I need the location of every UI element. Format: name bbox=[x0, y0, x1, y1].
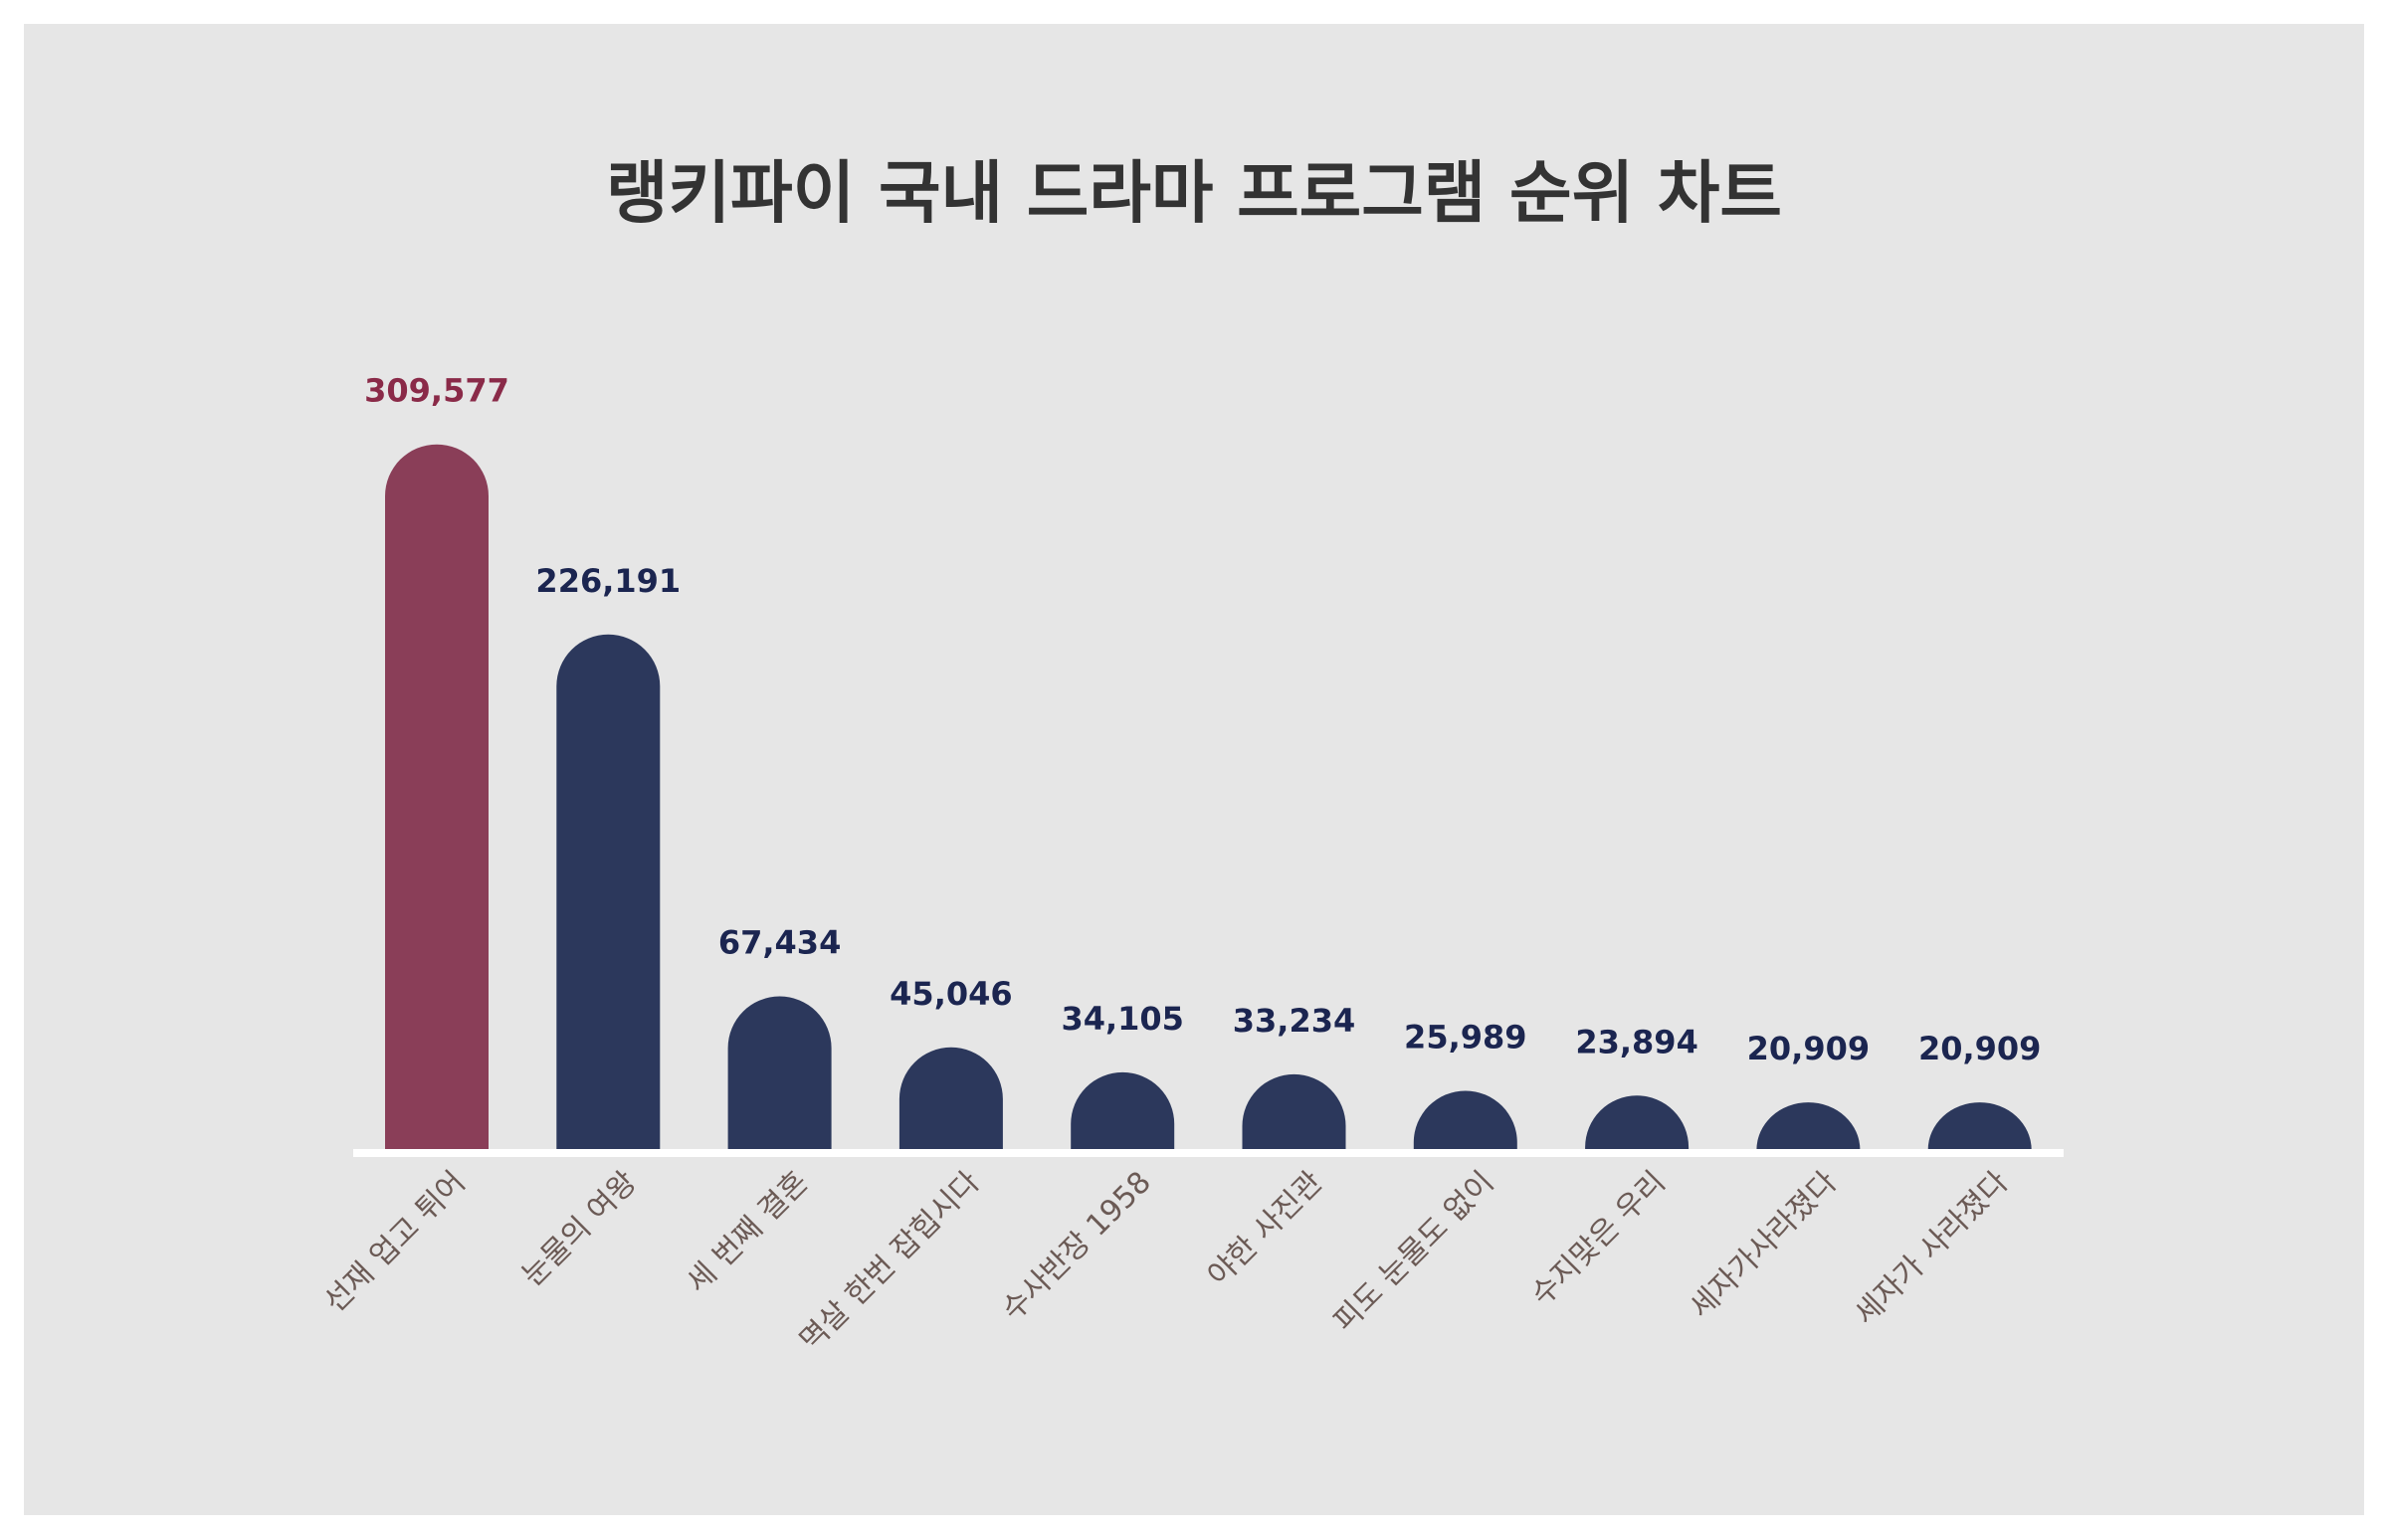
bar bbox=[898, 1047, 1003, 1150]
bar bbox=[385, 444, 489, 1151]
bar bbox=[1413, 1090, 1517, 1150]
value-label: 20,909 bbox=[1747, 1030, 1870, 1067]
value-label: 309,577 bbox=[364, 372, 509, 410]
chart-background bbox=[24, 24, 2364, 1515]
value-label: 226,191 bbox=[535, 562, 681, 600]
bar bbox=[727, 996, 832, 1150]
value-label: 20,909 bbox=[1918, 1030, 2041, 1067]
bar bbox=[1242, 1073, 1346, 1150]
value-label: 45,046 bbox=[890, 975, 1012, 1013]
bar bbox=[1585, 1095, 1690, 1150]
value-label: 23,894 bbox=[1575, 1023, 1697, 1060]
bar bbox=[1756, 1102, 1861, 1150]
chart-title: 랭키파이 국내 드라마 프로그램 순위 차트 bbox=[606, 155, 1782, 234]
value-label: 25,989 bbox=[1404, 1018, 1526, 1056]
value-label: 34,105 bbox=[1061, 1000, 1183, 1038]
bar bbox=[556, 634, 661, 1150]
value-label: 33,234 bbox=[1233, 1002, 1355, 1040]
bar bbox=[1071, 1071, 1175, 1150]
value-label: 67,434 bbox=[718, 923, 841, 961]
bar bbox=[1927, 1102, 2032, 1150]
